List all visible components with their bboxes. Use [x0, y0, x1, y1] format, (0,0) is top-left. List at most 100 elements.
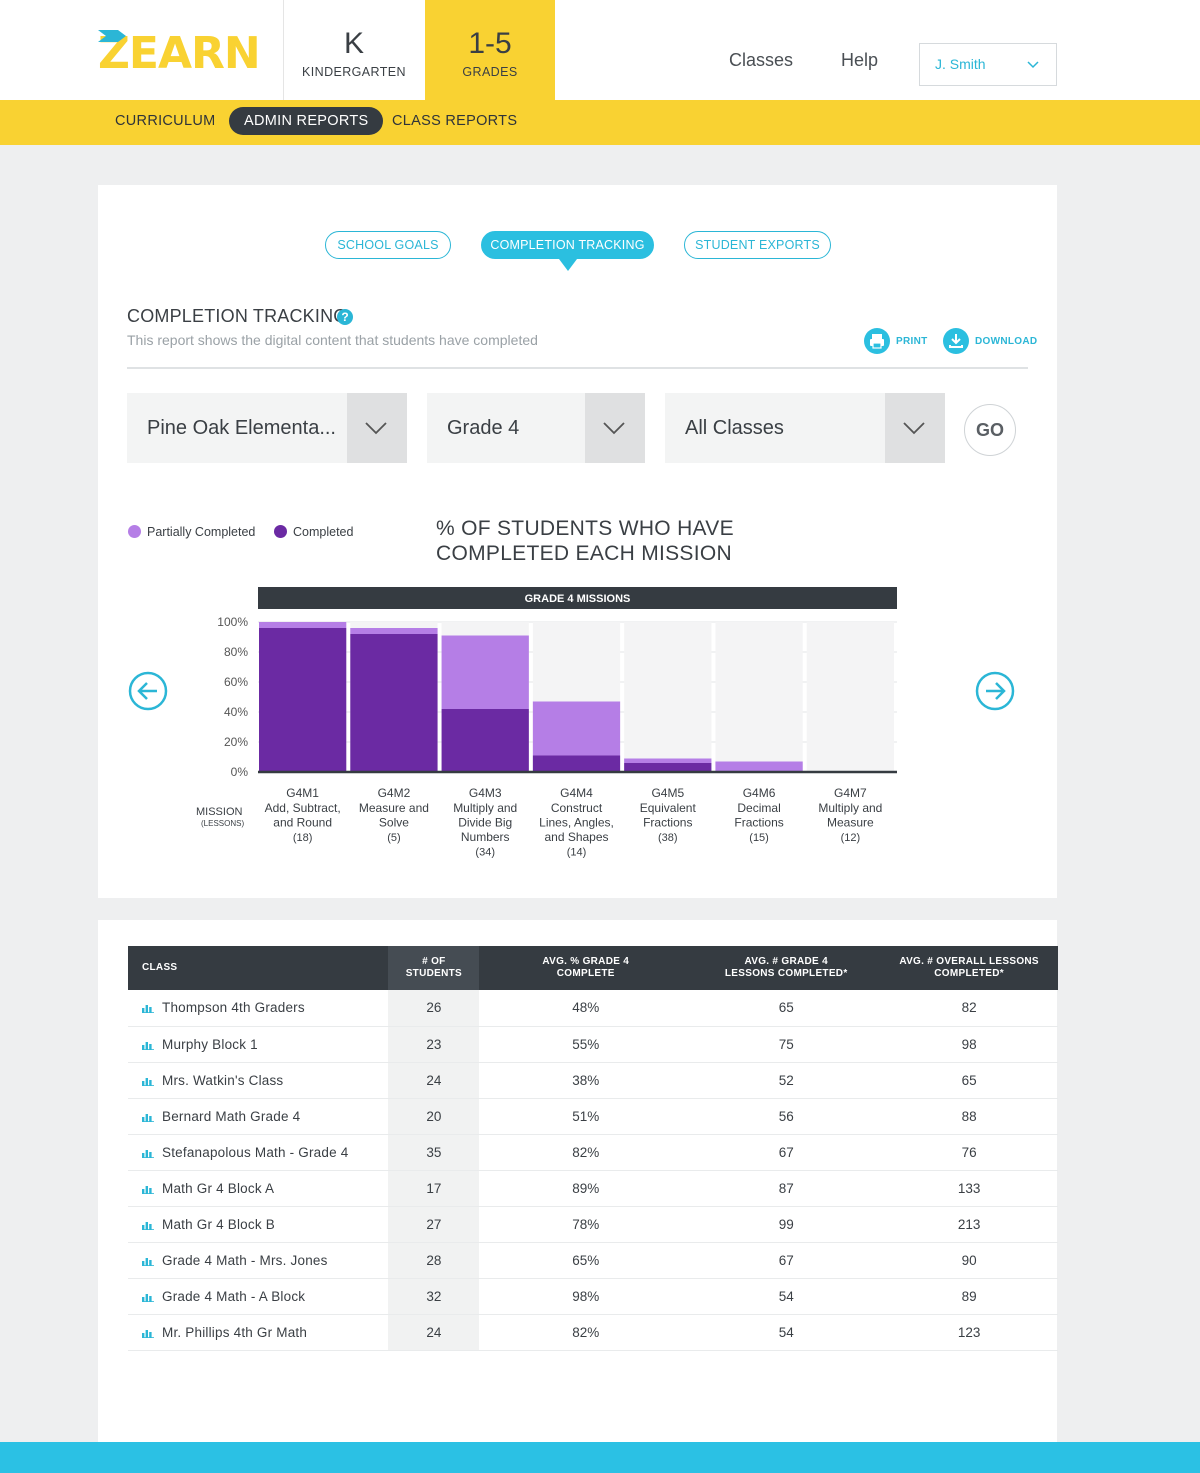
table-row[interactable]: Thompson 4th Graders 26 48% 65 82	[128, 990, 1058, 1027]
class-name-cell[interactable]: Grade 4 Math - A Block	[128, 1278, 389, 1315]
table-row[interactable]: Mrs. Watkin's Class 24 38% 52 65	[128, 1062, 1058, 1099]
grade-select-toggle[interactable]	[585, 393, 645, 463]
arrow-right-icon[interactable]	[975, 671, 1015, 711]
x-category-lessons: (14)	[567, 847, 587, 859]
table-row[interactable]: Math Gr 4 Block A 17 89% 87 133	[128, 1170, 1058, 1207]
table-row[interactable]: Bernard Math Grade 4 20 51% 56 88	[128, 1098, 1058, 1135]
x-category-name: Fractions	[734, 816, 783, 830]
grade-missions-label: GRADE 4 MISSIONS	[525, 593, 631, 605]
overall-lessons-cell: 88	[880, 1098, 1058, 1135]
x-category-name: Equivalent	[640, 801, 697, 815]
bar-completed-g4m4	[532, 755, 621, 772]
x-category-code: G4M7	[834, 786, 867, 800]
go-button[interactable]: GO	[964, 404, 1016, 456]
bar-chart-icon[interactable]	[142, 1292, 154, 1302]
school-select[interactable]: Pine Oak Elementa...	[127, 393, 407, 463]
help-link[interactable]: Help	[841, 50, 879, 70]
classes-link[interactable]: Classes	[729, 50, 794, 70]
bar-chart-icon[interactable]	[142, 1220, 154, 1230]
students-cell: 24	[388, 1314, 480, 1351]
class-select-toggle[interactable]	[885, 393, 945, 463]
students-cell: 23	[388, 1026, 480, 1063]
bar-chart-icon[interactable]	[142, 1148, 154, 1158]
table-row[interactable]: Murphy Block 1 23 55% 75 98	[128, 1026, 1058, 1063]
subnav-curriculum[interactable]: CURRICULUM	[115, 113, 216, 129]
x-category-name: Multiply and	[818, 801, 882, 815]
tab-completion-tracking[interactable]: COMPLETION TRACKING	[481, 231, 654, 259]
overall-lessons-cell: 89	[880, 1278, 1058, 1315]
students-cell: 32	[388, 1278, 480, 1315]
bar-completed-g4m5	[624, 763, 712, 772]
subnav-class-reports[interactable]: CLASS REPORTS	[392, 113, 518, 129]
bar-chart-icon[interactable]	[142, 1184, 154, 1194]
table-row[interactable]: Math Gr 4 Block B 27 78% 99 213	[128, 1206, 1058, 1243]
school-select-toggle[interactable]	[347, 393, 407, 463]
class-name-cell[interactable]: Mrs. Watkin's Class	[128, 1062, 389, 1099]
class-name-cell[interactable]: Math Gr 4 Block B	[128, 1206, 389, 1243]
g4-lessons-cell: 52	[692, 1062, 881, 1099]
x-category-name: Solve	[379, 816, 409, 830]
table-row[interactable]: Mr. Phillips 4th Gr Math 24 82% 54 123	[128, 1314, 1058, 1351]
tab-student-exports[interactable]: STUDENT EXPORTS	[684, 231, 831, 259]
class-name: Mrs. Watkin's Class	[162, 1072, 284, 1088]
class-name-cell[interactable]: Stefanapolous Math - Grade 4	[128, 1134, 389, 1171]
col-pct-label-1: AVG. % GRADE 4	[542, 956, 630, 967]
col-students-label-2: STUDENTS	[405, 968, 462, 979]
user-dropdown[interactable]: J. Smith	[919, 43, 1057, 86]
table-row[interactable]: Grade 4 Math - A Block 32 98% 54 89	[128, 1278, 1058, 1315]
class-select[interactable]: All Classes	[665, 393, 945, 463]
col-overall-lessons[interactable]: AVG. # OVERALL LESSONS COMPLETED*	[880, 946, 1058, 990]
col-pct-complete[interactable]: AVG. % GRADE 4 COMPLETE	[479, 946, 693, 990]
col-g4-lessons[interactable]: AVG. # GRADE 4 LESSONS COMPLETED*	[692, 946, 881, 990]
print-label: PRINT	[896, 336, 928, 347]
bar-chart-icon[interactable]	[142, 1003, 154, 1014]
table-row[interactable]: Stefanapolous Math - Grade 4 35 82% 67 76	[128, 1134, 1058, 1171]
chart-title: % OF STUDENTS WHO HAVE COMPLETED EACH MI…	[436, 517, 734, 565]
grade-select-value: Grade 4	[447, 417, 520, 439]
completion-card: SCHOOL GOALS COMPLETION TRACKING STUDENT…	[98, 185, 1057, 898]
grade-select[interactable]: Grade 4	[427, 393, 645, 463]
bar-chart-icon[interactable]	[142, 1040, 154, 1050]
tab-school-goals[interactable]: SCHOOL GOALS	[325, 231, 451, 259]
legend-partial-swatch	[128, 525, 141, 538]
pct-complete-cell: 55%	[479, 1026, 693, 1063]
pct-complete-cell: 98%	[479, 1278, 693, 1315]
x-category-lessons: (38)	[658, 832, 678, 844]
bar-chart-icon[interactable]	[142, 1328, 154, 1338]
x-axis-label: MISSION	[196, 806, 243, 818]
bar-completed-g4m3	[441, 709, 529, 772]
pct-complete-cell: 48%	[479, 990, 693, 1027]
overall-lessons-cell: 76	[880, 1134, 1058, 1171]
bar-chart-icon[interactable]	[142, 1076, 154, 1086]
grade-tab-kindergarten[interactable]: K KINDERGARTEN	[283, 0, 424, 100]
class-name-cell[interactable]: Murphy Block 1	[128, 1026, 389, 1063]
x-category-name: Measure and	[359, 801, 429, 815]
x-category-code: G4M5	[651, 786, 684, 800]
class-name-cell[interactable]: Thompson 4th Graders	[128, 990, 389, 1027]
x-category-code: G4M1	[286, 786, 319, 800]
class-name-cell[interactable]: Bernard Math Grade 4	[128, 1098, 389, 1135]
zearn-logo[interactable]: ZEARN	[98, 24, 258, 74]
class-name: Math Gr 4 Block B	[162, 1216, 275, 1232]
class-name-cell[interactable]: Grade 4 Math - Mrs. Jones	[128, 1242, 389, 1279]
table-row[interactable]: Grade 4 Math - Mrs. Jones 28 65% 67 90	[128, 1242, 1058, 1279]
bar-chart-icon[interactable]	[142, 1256, 154, 1266]
bar-chart-icon[interactable]	[142, 1112, 154, 1122]
col-pct-label-2: COMPLETE	[556, 968, 615, 979]
question-icon[interactable]: ?	[337, 309, 353, 325]
subnav-admin-reports[interactable]: ADMIN REPORTS	[229, 107, 384, 135]
bar-partially-completed-g4m4	[532, 701, 621, 756]
chevron-down-icon	[365, 422, 387, 435]
col-students[interactable]: # OF STUDENTS	[388, 946, 480, 990]
arrow-left-icon[interactable]	[128, 671, 168, 711]
class-name-cell[interactable]: Mr. Phillips 4th Gr Math	[128, 1314, 389, 1351]
col-class[interactable]: CLASS	[128, 946, 389, 990]
grade-tab-1-5[interactable]: 1-5 GRADES	[425, 0, 555, 100]
pct-complete-cell: 38%	[479, 1062, 693, 1099]
g4-lessons-cell: 99	[692, 1206, 881, 1243]
column-background	[806, 622, 894, 772]
x-category-code: G4M2	[378, 786, 411, 800]
class-name-cell[interactable]: Math Gr 4 Block A	[128, 1170, 389, 1207]
x-category-name: Divide Big	[458, 816, 512, 830]
pct-complete-cell: 82%	[479, 1134, 693, 1171]
